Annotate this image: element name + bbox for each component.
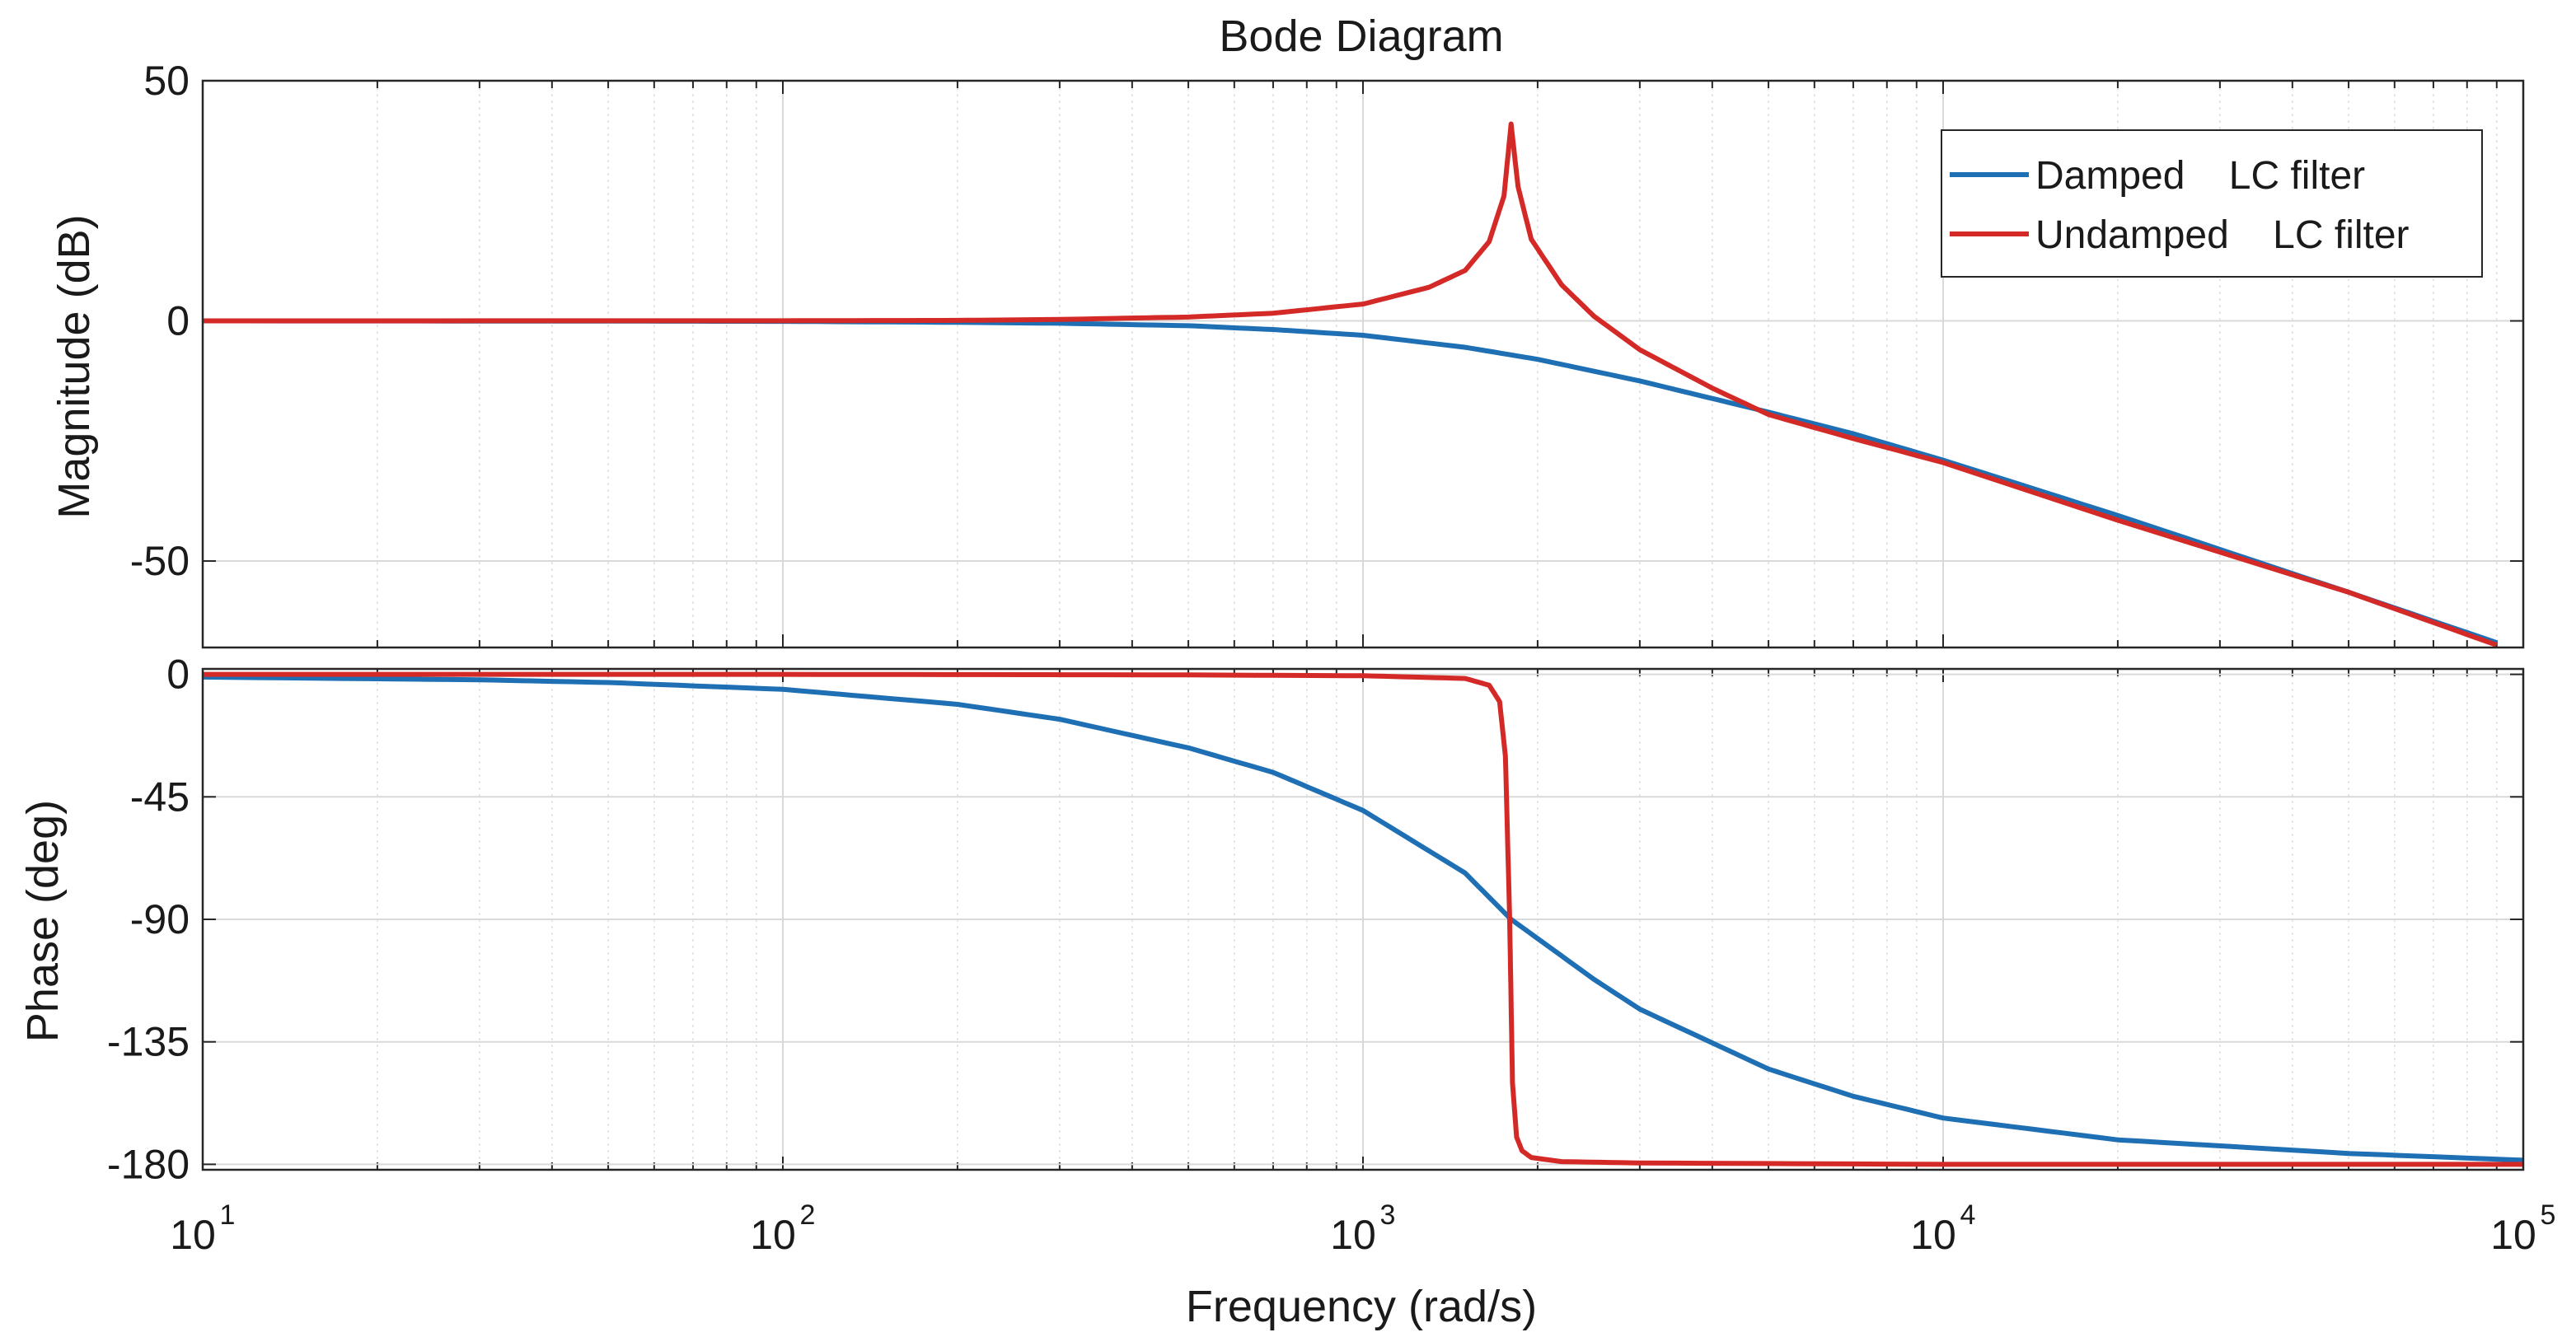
magnitude-axis-label: Magnitude (dB) — [49, 214, 99, 518]
phase-y-tick-label: -135 — [107, 1019, 190, 1065]
legend-label-damped: Damped LC filter — [2035, 154, 2365, 198]
frequency-tick-label: 10 — [750, 1212, 796, 1258]
phase-series-damped-line — [203, 674, 2523, 1163]
legend-box — [1941, 129, 2483, 278]
legend-label-undamped: Undamped LC filter — [2035, 213, 2410, 257]
magnitude-y-tick-label: 50 — [143, 58, 190, 104]
phase-plot: 0 -45 -90 -135 -180 — [107, 652, 2525, 1187]
frequency-tick-label: 10 — [1910, 1212, 1956, 1258]
frequency-tick-exponent: 2 — [800, 1199, 816, 1231]
phase-axes-box — [201, 667, 2525, 1171]
frequency-tick-label: 10 — [170, 1212, 216, 1258]
magnitude-axes-box — [201, 79, 2525, 649]
frequency-tick-exponent: 5 — [2541, 1199, 2556, 1231]
frequency-axis-label: Frequency (rad/s) — [1186, 1282, 1537, 1331]
frequency-tick-exponent: 1 — [220, 1199, 236, 1231]
phase-series-undamped-line — [203, 671, 2523, 1167]
chart-title: Bode Diagram — [1219, 12, 1503, 61]
magnitude-y-tick-label: -50 — [130, 538, 190, 584]
frequency-tick-labels: 10 1 10 2 10 3 10 4 10 5 — [170, 1199, 2555, 1258]
legend: Damped LC filter Undamped LC filter — [1941, 129, 2483, 278]
frequency-tick-label: 10 — [1330, 1212, 1376, 1258]
phase-axis-label: Phase (deg) — [18, 800, 68, 1042]
frequency-tick-exponent: 4 — [1960, 1199, 1976, 1231]
phase-y-tick-label: -90 — [130, 896, 190, 942]
phase-y-tick-label: -45 — [130, 774, 190, 820]
magnitude-series-undamped-line — [203, 121, 2498, 647]
magnitude-y-tick-label: 0 — [166, 298, 190, 344]
frequency-tick-label: 10 — [2490, 1212, 2536, 1258]
phase-y-tick-label: -180 — [107, 1141, 190, 1187]
frequency-tick-exponent: 3 — [1380, 1199, 1396, 1231]
phase-y-tick-label: 0 — [166, 652, 190, 698]
